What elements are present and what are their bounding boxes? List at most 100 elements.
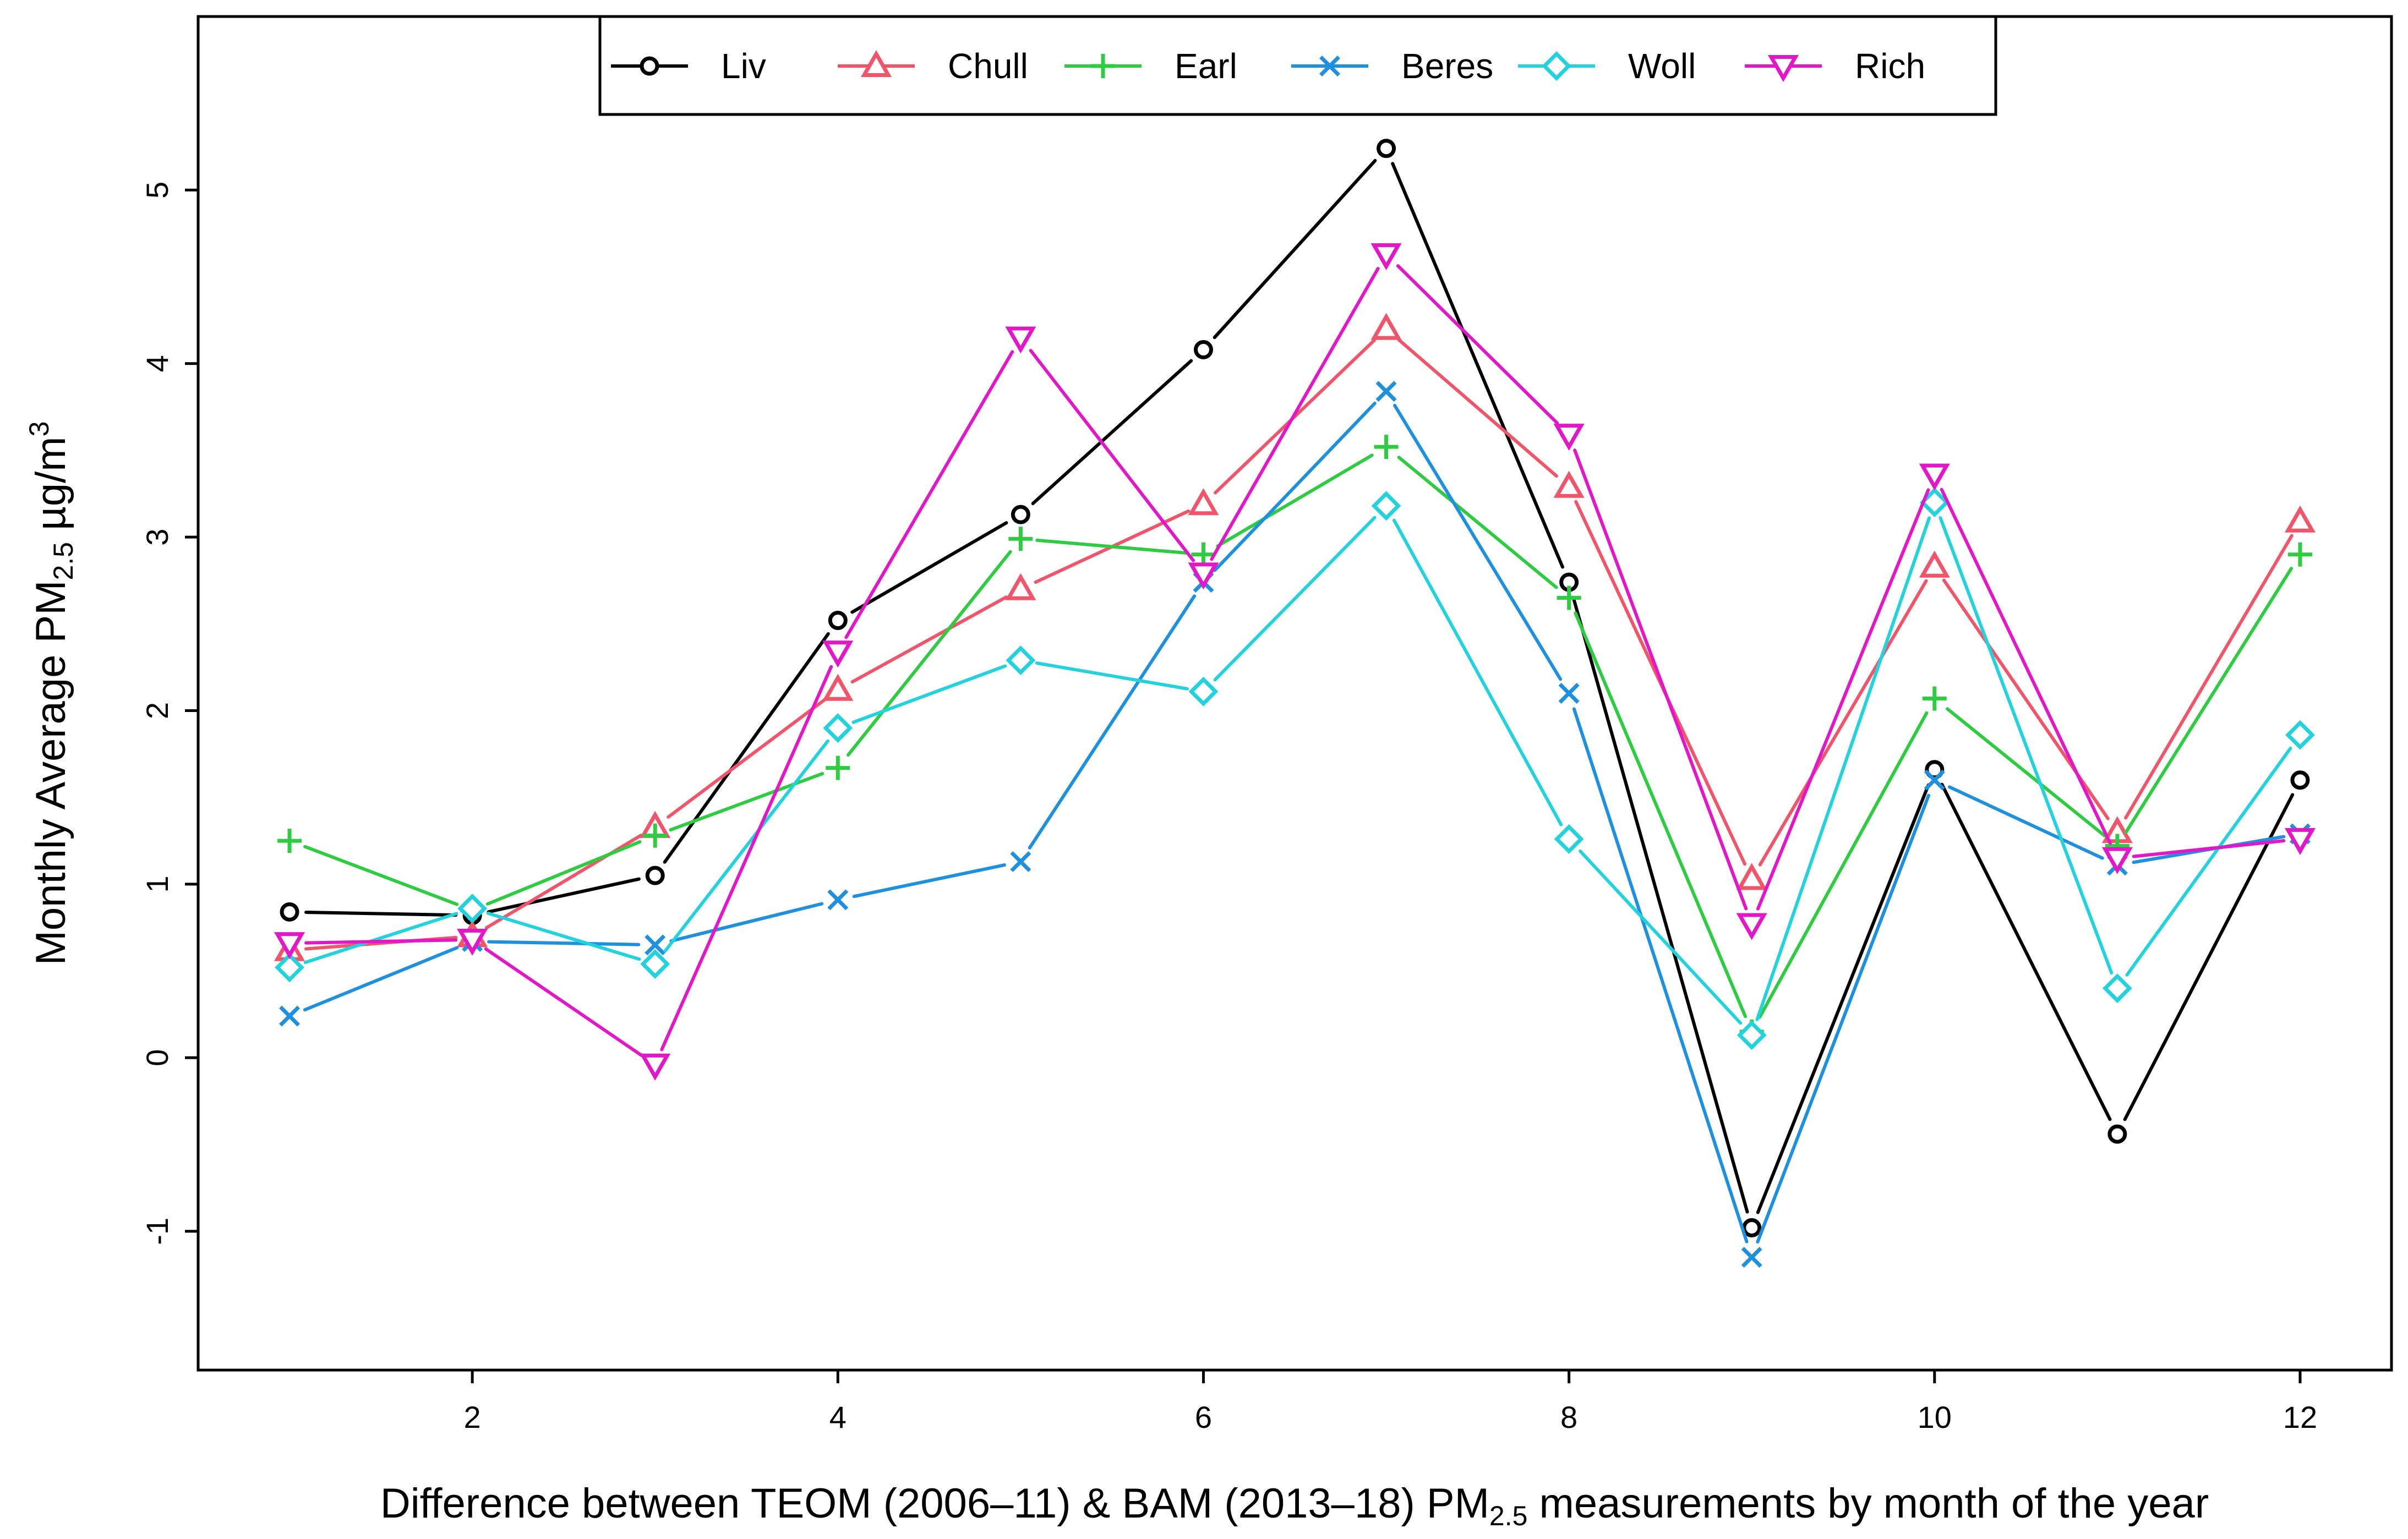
series-line-segment — [1391, 162, 1564, 569]
data-point — [1010, 851, 1031, 872]
legend-marker-plus — [1091, 54, 1115, 78]
x-tick-label: 12 — [2283, 1400, 2317, 1434]
series-line-segment — [663, 632, 830, 864]
legend-marker-circle — [640, 56, 659, 76]
y-tick-label: 2 — [140, 702, 174, 719]
x-tick-label: 4 — [829, 1400, 847, 1434]
x-axis-title: Difference between TEOM (2006–11) & BAM … — [380, 1480, 2209, 1531]
data-point — [274, 932, 305, 960]
y-tick-label: 5 — [140, 182, 174, 199]
data-point — [822, 673, 854, 701]
data-point — [1191, 542, 1216, 567]
series-line-segment — [1571, 596, 1749, 1214]
series-line-segment — [1210, 267, 1380, 561]
legend-marker-triangle-up — [860, 50, 892, 77]
x-tick-label: 2 — [464, 1400, 481, 1434]
legend-marker-x — [1319, 56, 1340, 76]
series-line-segment — [1758, 711, 1929, 1019]
series-line-segment — [1946, 707, 2106, 837]
plot-frame — [196, 15, 2393, 1372]
data-point — [823, 713, 853, 743]
data-point — [822, 640, 854, 668]
legend: Liv Chull Earl Beres Woll Rich — [598, 15, 1997, 116]
data-point — [1741, 1247, 1762, 1268]
series-line-segment — [1213, 401, 1377, 572]
series-line-segment — [1756, 783, 1930, 1214]
data-point — [1011, 505, 1030, 524]
data-point — [1742, 1218, 1762, 1237]
series-line-segment — [487, 940, 641, 946]
data-point — [457, 928, 488, 956]
series-line-segment — [1574, 611, 1748, 1018]
data-point — [643, 823, 668, 848]
series-line-segment — [850, 595, 1008, 684]
legend-label: Chull — [948, 46, 1028, 86]
data-point — [279, 1005, 301, 1027]
data-point — [1558, 683, 1580, 704]
series-line-segment — [1940, 782, 2112, 1121]
data-point — [828, 611, 848, 631]
y-tick-label: 1 — [140, 875, 174, 892]
legend-item-beres: Beres — [1291, 46, 1493, 86]
series-line-segment — [2132, 839, 2286, 858]
legend-item-liv: Liv — [611, 46, 766, 86]
y-tick-label: 3 — [140, 529, 174, 546]
data-point — [1370, 243, 1402, 271]
data-point — [1737, 1020, 1767, 1050]
data-point — [1005, 573, 1036, 600]
data-point — [1370, 313, 1402, 340]
series-line-segment — [1942, 578, 2110, 820]
series-line-segment — [1756, 793, 1931, 1244]
series-line-segment — [1392, 518, 1563, 826]
data-point — [1924, 769, 1945, 791]
series-line-segment — [304, 938, 458, 945]
series-rich — [274, 243, 2316, 1081]
data-point — [2284, 505, 2316, 533]
data-point — [640, 949, 670, 979]
series-line-segment — [1213, 516, 1377, 682]
series-line-segment — [303, 946, 459, 1012]
data-point — [2285, 720, 2315, 750]
series-line-segment — [486, 911, 641, 961]
data-point — [1193, 340, 1213, 360]
series-line-segment — [304, 910, 458, 917]
data-point — [1008, 527, 1033, 551]
series-line-segment — [1572, 707, 1749, 1244]
data-point — [1736, 913, 1767, 940]
data-point — [457, 894, 488, 924]
data-point — [1188, 488, 1219, 516]
data-point — [1188, 676, 1219, 706]
data-point — [2290, 770, 2310, 790]
x-tick-label: 6 — [1195, 1400, 1212, 1434]
series-line-segment — [1035, 538, 1189, 555]
data-point — [2101, 847, 2133, 874]
series-line-segment — [1393, 403, 1563, 681]
series-line-segment — [851, 664, 1007, 724]
series-line-segment — [1397, 338, 1558, 478]
series-line-segment — [487, 877, 641, 914]
legend-item-rich: Rich — [1745, 46, 1925, 86]
series-line-segment — [2124, 567, 2294, 834]
data-point — [1919, 550, 1950, 578]
series-line-segment — [1947, 785, 2104, 860]
data-point — [645, 866, 665, 885]
series-line-segment — [1940, 488, 2112, 845]
legend-item-chull: Chull — [838, 46, 1028, 86]
series-earl — [277, 435, 2312, 1044]
data-point — [2284, 828, 2316, 855]
series-line-segment — [1758, 579, 1928, 867]
series-line-segment — [303, 912, 458, 965]
series-line-segment — [1579, 849, 1743, 1025]
legend-item-woll: Woll — [1518, 46, 1696, 86]
y-tick-label: 4 — [140, 355, 174, 372]
data-point — [1736, 863, 1767, 890]
data-point — [640, 1053, 671, 1081]
series-line-segment — [1213, 158, 1377, 339]
y-tick-label: -1 — [140, 1218, 174, 1245]
series-line-segment — [1397, 456, 1558, 589]
legend-label: Woll — [1628, 46, 1696, 86]
y-tick-label: 0 — [140, 1049, 174, 1066]
data-point — [1557, 585, 1581, 610]
series-line-segment — [484, 947, 643, 1057]
